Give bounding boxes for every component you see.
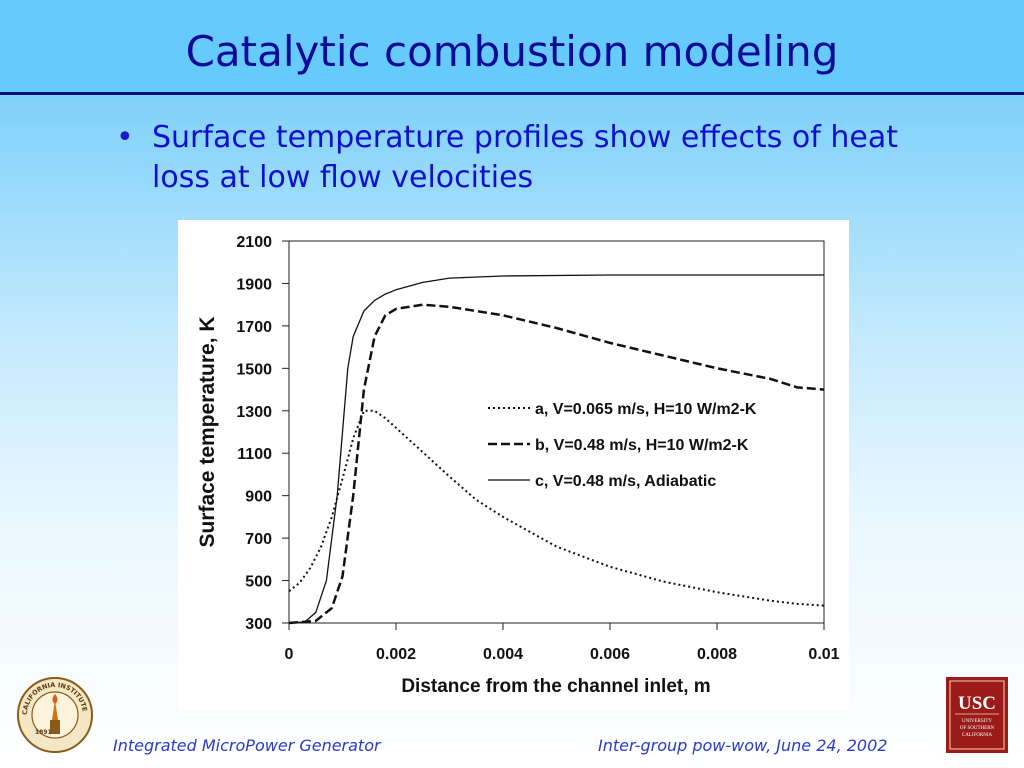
y-tick-label: 1900: [236, 276, 272, 293]
x-tick-label: 0.008: [697, 646, 737, 663]
bullet-icon: •: [116, 120, 134, 155]
usc-sub-1: UNIVERSITY: [962, 719, 992, 724]
series-lines: [288, 274, 825, 625]
series-line-a: [288, 409, 825, 607]
bullet-text: Surface temperature profiles show effect…: [152, 120, 899, 195]
x-axis: 0 0.002 0.004 0.006 0.008 0.01: [285, 623, 840, 663]
x-tick-label: 0: [285, 646, 294, 663]
legend-label: c, V=0.48 m/s, Adiabatic: [535, 473, 716, 490]
y-tick-label: 1100: [237, 446, 272, 463]
usc-wordmark: USC: [958, 693, 996, 714]
title-bar: [0, 0, 1024, 92]
x-axis-label: Distance from the channel inlet, m: [401, 676, 710, 697]
plot-frame: [288, 240, 825, 624]
x-tick-label: 0.004: [483, 646, 523, 663]
series-line-c: [288, 274, 824, 624]
footer-event-date: Inter-group pow-wow, June 24, 2002: [598, 736, 888, 755]
y-tick-label: 700: [245, 531, 272, 548]
line-chart: 300 500 700 900 1100 1300 1500 1700 1900 2100 0 0.…: [196, 234, 840, 697]
y-tick-label: 1700: [236, 319, 272, 336]
y-tick-label: 900: [245, 489, 272, 506]
legend-label: b, V=0.48 m/s, H=10 W/m2-K: [535, 437, 749, 454]
usc-sub-3: CALIFORNIA: [962, 733, 993, 738]
usc-logo: USC UNIVERSITY OF SOUTHERN CALIFORNIA: [946, 677, 1008, 753]
y-tick-label: 300: [245, 616, 272, 633]
y-tick-label: 500: [245, 574, 272, 591]
chart-panel: 300 500 700 900 1100 1300 1500 1700 1900 2100 0 0.…: [178, 220, 849, 710]
footer-project-name: Integrated MicroPower Generator: [113, 736, 381, 755]
slide-title: Catalytic combustion modeling: [185, 27, 839, 76]
legend-label: a, V=0.065 m/s, H=10 W/m2-K: [535, 401, 757, 418]
x-tick-label: 0.002: [376, 646, 416, 663]
seal-year: 1891: [35, 729, 52, 736]
y-tick-label: 1500: [236, 361, 272, 378]
x-tick-label: 0.006: [590, 646, 630, 663]
caltech-seal-logo: CALIFORNIA INSTITUTE OF TECHNOLOGY 1891: [13, 670, 94, 754]
y-axis-label: Surface temperature, K: [196, 316, 219, 547]
usc-sub-2: OF SOUTHERN: [960, 726, 995, 731]
y-axis: 300 500 700 900 1100 1300 1500 1700 1900 2100: [236, 234, 289, 633]
title-divider: [0, 92, 1024, 95]
y-tick-label: 2100: [236, 234, 272, 251]
y-tick-label: 1300: [236, 404, 272, 421]
series-line-b: [288, 303, 825, 625]
x-tick-label: 0.01: [808, 646, 839, 663]
legend: a, V=0.065 m/s, H=10 W/m2-K b, V=0.48 m/s…: [488, 401, 757, 490]
